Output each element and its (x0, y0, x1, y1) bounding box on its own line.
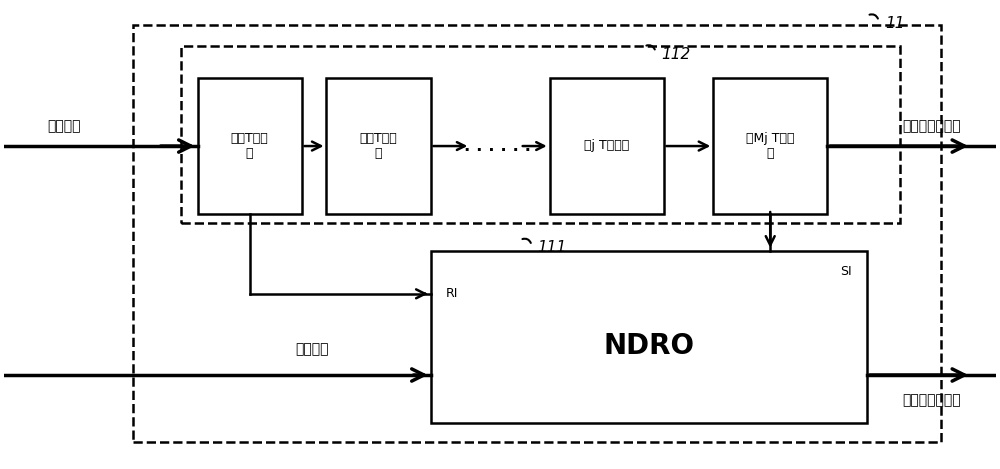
FancyBboxPatch shape (713, 78, 827, 214)
Text: RI: RI (445, 287, 458, 300)
Text: 第一T触发
器: 第一T触发 器 (231, 132, 268, 160)
FancyBboxPatch shape (181, 45, 900, 223)
Text: 降频数据子信号: 降频数据子信号 (902, 393, 961, 408)
Text: 数据信号: 数据信号 (295, 343, 328, 356)
FancyBboxPatch shape (133, 25, 941, 442)
Text: 第二T触发
器: 第二T触发 器 (360, 132, 397, 160)
Text: 112: 112 (662, 46, 691, 61)
Text: 11: 11 (885, 15, 904, 30)
Text: 111: 111 (538, 240, 567, 255)
Text: . . . . . .: . . . . . . (464, 137, 531, 155)
FancyBboxPatch shape (431, 250, 867, 424)
FancyBboxPatch shape (198, 78, 302, 214)
Text: 降频时钟子信号: 降频时钟子信号 (902, 119, 961, 133)
FancyBboxPatch shape (550, 78, 664, 214)
Text: 第j T触发器: 第j T触发器 (584, 139, 629, 152)
Text: NDRO: NDRO (603, 332, 694, 360)
Text: 时钟信号: 时钟信号 (47, 119, 80, 133)
Text: SI: SI (840, 265, 852, 278)
FancyBboxPatch shape (326, 78, 431, 214)
Text: 第Mj T触发
器: 第Mj T触发 器 (746, 132, 794, 160)
